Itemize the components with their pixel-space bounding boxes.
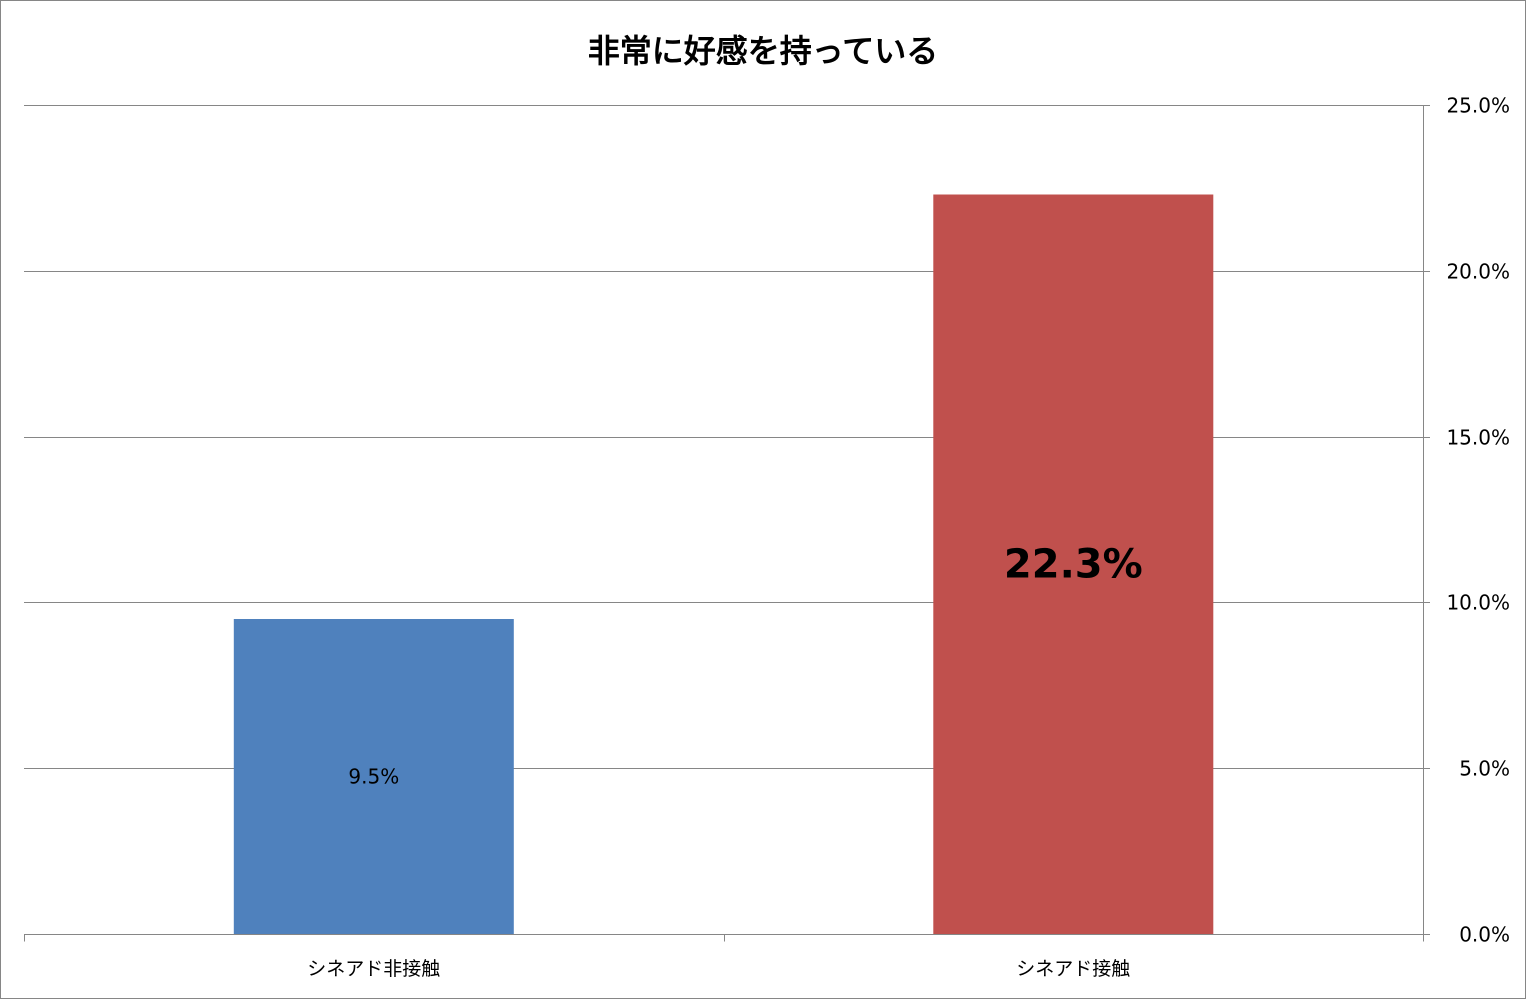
y-tick-label: 25.0%	[1446, 94, 1510, 118]
y-tick-label: 0.0%	[1459, 923, 1510, 947]
y-tick-label: 10.0%	[1446, 591, 1510, 615]
y-tick-label: 5.0%	[1459, 757, 1510, 781]
data-label: 9.5%	[348, 765, 399, 789]
x-tick-label: シネアド接触	[1016, 958, 1130, 980]
chart-title: 非常に好感を持っている	[587, 32, 939, 70]
x-tick-label: シネアド非接触	[307, 958, 440, 980]
bar	[933, 194, 1214, 934]
data-label: 22.3%	[1004, 541, 1143, 587]
y-tick-label: 20.0%	[1446, 260, 1510, 284]
y-tick-label: 15.0%	[1446, 426, 1510, 450]
bar	[233, 619, 514, 934]
